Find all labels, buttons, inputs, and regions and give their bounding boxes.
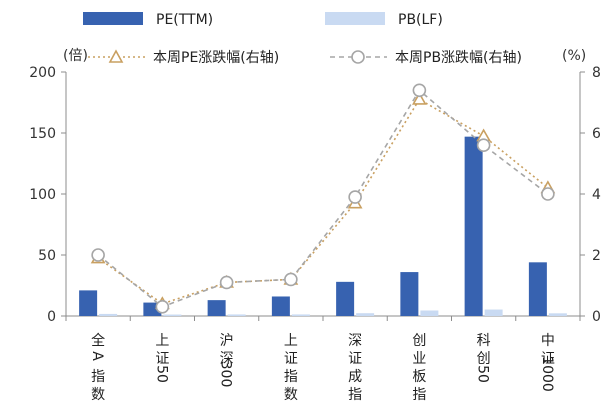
- legend-pe-swatch: [83, 12, 143, 25]
- left-tick-label: 200: [29, 65, 56, 81]
- category-label: 深: [348, 333, 362, 349]
- category-label: 证: [284, 351, 298, 367]
- pb-bar: [99, 313, 118, 316]
- pe-bar: [271, 296, 290, 316]
- category-label: 科: [477, 333, 491, 349]
- category-label: 证: [348, 351, 362, 367]
- pb-change-marker: [91, 248, 105, 262]
- category-label: 上: [284, 333, 298, 349]
- legend-pb-change-marker: [351, 50, 365, 64]
- pe-bar: [207, 300, 226, 316]
- pb-bar: [548, 313, 567, 316]
- category-label: A: [89, 351, 105, 361]
- legend-pe-label: PE(TTM): [156, 12, 213, 28]
- pe-change-line: [97, 98, 549, 305]
- left-tick-label: 100: [29, 187, 56, 203]
- pb-change-marker: [348, 190, 362, 204]
- pb-change-marker: [541, 187, 555, 201]
- category-label: 板: [412, 369, 426, 385]
- pb-change-marker: [219, 275, 234, 290]
- legend-pb-swatch: [325, 12, 385, 25]
- category-label: 证: [155, 351, 169, 367]
- pe-bar: [400, 272, 419, 316]
- category-label: 指: [412, 387, 426, 403]
- category-label: 创: [412, 333, 426, 349]
- category-label: 成: [348, 369, 362, 385]
- pb-change-marker: [412, 83, 427, 98]
- pe-bar: [464, 136, 483, 316]
- category-label: 沪: [220, 333, 234, 349]
- left-axis-unit: (倍): [63, 48, 88, 64]
- legend-pb-change-label: 本周PB涨跌幅(右轴): [395, 50, 522, 66]
- category-label: 50: [153, 365, 169, 383]
- legend-pe-change-marker: [108, 49, 124, 63]
- right-tick-label: 4: [592, 187, 601, 203]
- pe-bar: [336, 281, 355, 316]
- category-label: 业: [412, 351, 426, 367]
- category-label: 深: [220, 351, 234, 367]
- right-tick-label: 8: [592, 65, 601, 81]
- category-label: 指: [284, 369, 298, 385]
- left-tick-label: 0: [47, 309, 56, 325]
- category-label: 指: [91, 369, 105, 385]
- pb-change-line: [97, 89, 549, 308]
- pb-bar: [291, 314, 310, 316]
- left-tick-label: 150: [29, 126, 56, 142]
- category-label: 证: [541, 351, 555, 367]
- category-label: 300: [218, 361, 234, 388]
- pb-bar: [356, 313, 375, 316]
- right-tick-label: 6: [592, 126, 601, 142]
- right-tick-label: 2: [592, 248, 601, 264]
- category-label: 数: [284, 387, 298, 403]
- pb-change-marker: [284, 272, 298, 287]
- category-label: 50: [475, 365, 491, 383]
- left-tick-label: 50: [38, 248, 56, 264]
- category-label: 数: [91, 387, 105, 403]
- right-axis-unit: (%): [562, 48, 586, 64]
- right-tick-label: 0: [592, 309, 601, 325]
- category-label: 1000: [539, 356, 555, 392]
- pb-bar: [163, 314, 182, 316]
- pb-bar: [420, 310, 439, 316]
- legend-pe-change-label: 本周PE涨跌幅(右轴): [153, 50, 279, 66]
- pb-change-marker: [155, 300, 170, 314]
- category-label: 上: [155, 333, 169, 349]
- category-label: 创: [477, 351, 491, 367]
- pb-bar: [484, 309, 503, 316]
- category-label: 指: [348, 387, 362, 403]
- category-label: 中: [541, 333, 555, 349]
- category-label: 全: [91, 332, 105, 349]
- pe-bar: [79, 290, 98, 316]
- pe-change-marker: [411, 91, 427, 105]
- pe-bar: [528, 262, 547, 316]
- pb-change-marker: [476, 138, 491, 152]
- pb-bar: [227, 314, 246, 316]
- legend-pb-label: PB(LF): [398, 12, 443, 28]
